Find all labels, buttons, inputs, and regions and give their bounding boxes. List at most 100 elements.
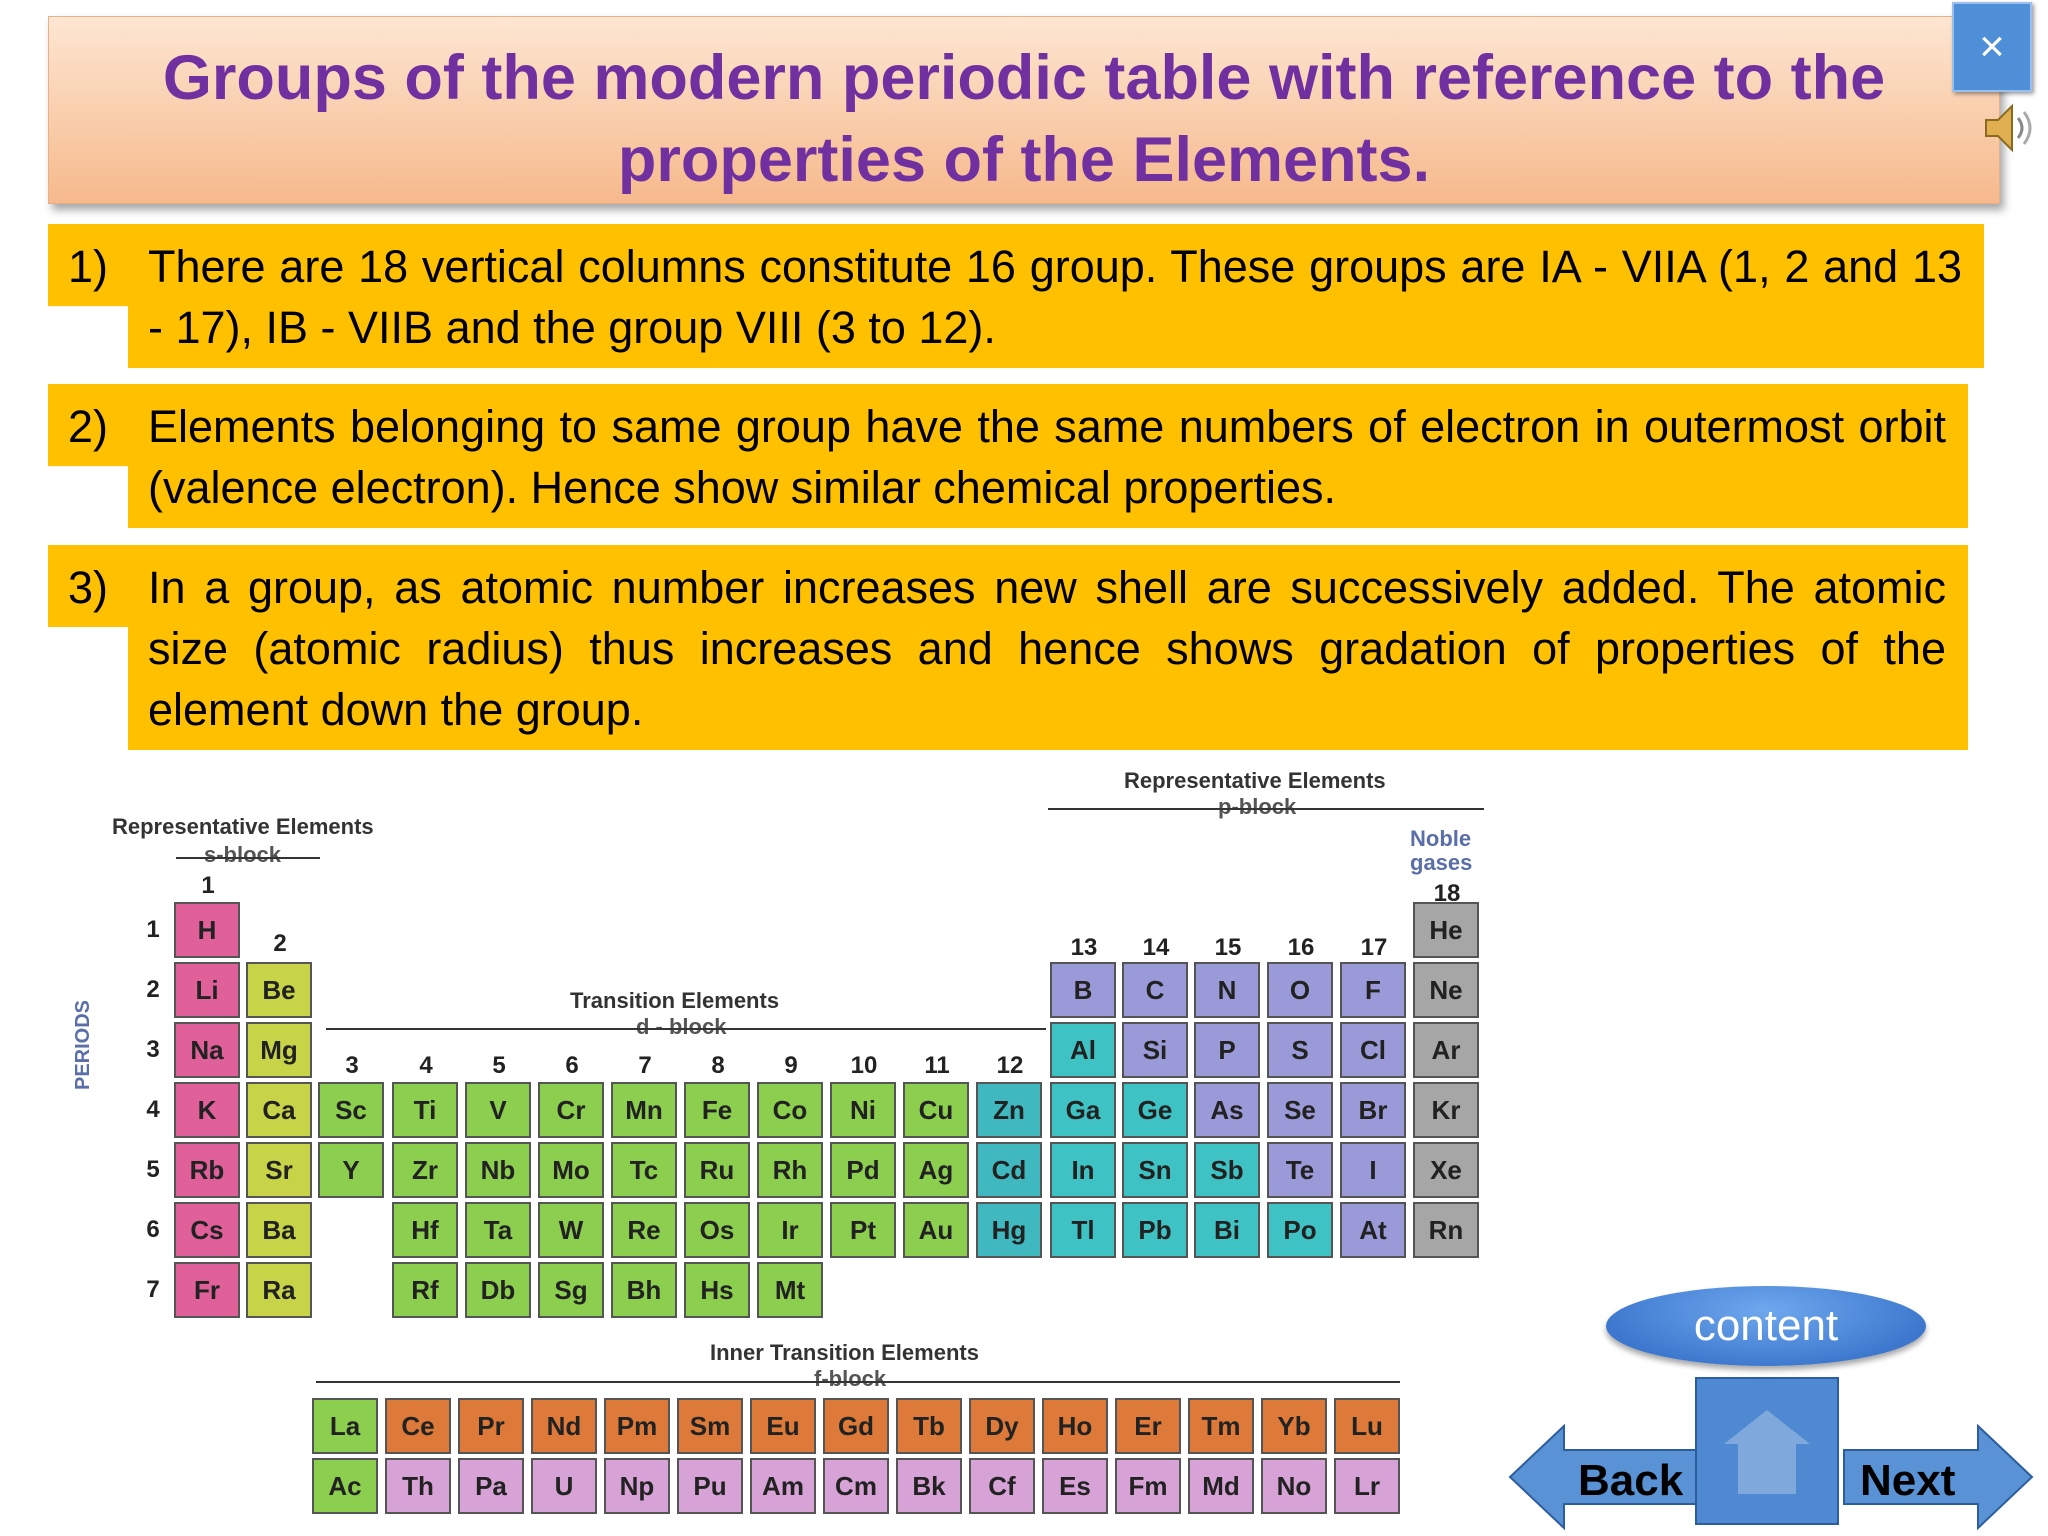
lanthanide-cell: Ce	[385, 1398, 451, 1454]
element-cell: W	[538, 1202, 604, 1258]
label-f-block: f-block	[814, 1366, 887, 1391]
element-cell: Ge	[1122, 1082, 1188, 1138]
point-2-number: 2)	[68, 401, 109, 452]
element-cell: Sb	[1194, 1142, 1260, 1198]
element-cell: Co	[757, 1082, 823, 1138]
element-cell: Fe	[684, 1082, 750, 1138]
element-cell: Bi	[1194, 1202, 1260, 1258]
element-cell: B	[1050, 962, 1116, 1018]
group-number: 18	[1433, 880, 1461, 907]
element-cell: Tc	[611, 1142, 677, 1198]
close-button[interactable]: ×	[1952, 2, 2032, 92]
label-rep-s: Representative Elements	[112, 814, 374, 839]
point-1: 1) There are 18 vertical columns constit…	[48, 224, 1984, 368]
group-number: 2	[273, 930, 287, 957]
period-number: 1	[146, 916, 160, 943]
element-cell: Cu	[903, 1082, 969, 1138]
actinide-cell: Es	[1042, 1458, 1108, 1514]
next-button[interactable]: Next	[1860, 1456, 1956, 1505]
title-banner: Groups of the modern periodic table with…	[48, 16, 2000, 204]
lanthanide-cell: Nd	[531, 1398, 597, 1454]
element-cell: Bh	[611, 1262, 677, 1318]
actinide-cell: Bk	[896, 1458, 962, 1514]
element-cell: Pd	[830, 1142, 896, 1198]
element-cell: Sr	[246, 1142, 312, 1198]
element-cell: Os	[684, 1202, 750, 1258]
element-cell: Ti	[392, 1082, 458, 1138]
lanthanide-cell: Pm	[604, 1398, 670, 1454]
group-number: 14	[1142, 934, 1170, 961]
group-number: 9	[784, 1052, 798, 1079]
actinide-cell: Lr	[1334, 1458, 1400, 1514]
lanthanide-cell: Ho	[1042, 1398, 1108, 1454]
group-number: 15	[1214, 934, 1242, 961]
slide-title: Groups of the modern periodic table with…	[49, 37, 1999, 201]
p-block-arrow	[1048, 808, 1484, 810]
element-cell: Cs	[174, 1202, 240, 1258]
d-block-arrow	[326, 1028, 1046, 1030]
actinide-cell: Pu	[677, 1458, 743, 1514]
point-2: 2) Elements belonging to same group have…	[48, 384, 1968, 528]
element-cell: Ba	[246, 1202, 312, 1258]
period-number: 7	[146, 1276, 160, 1303]
element-cell: Fr	[174, 1262, 240, 1318]
element-cell: Rh	[757, 1142, 823, 1198]
title-line-1: Groups of the modern periodic table with…	[162, 43, 1886, 113]
element-cell: Nb	[465, 1142, 531, 1198]
group-number: 11	[924, 1052, 950, 1079]
element-cell: Te	[1267, 1142, 1333, 1198]
element-cell: Ra	[246, 1262, 312, 1318]
group-number: 13	[1070, 934, 1098, 961]
actinide-cell: Cm	[823, 1458, 889, 1514]
element-cell: Po	[1267, 1202, 1333, 1258]
content-button[interactable]: content	[1606, 1286, 1926, 1366]
element-cell: Ru	[684, 1142, 750, 1198]
speaker-icon[interactable]	[1980, 98, 2040, 158]
next-arrow-icon[interactable]	[1840, 1422, 2040, 1532]
point-3-number: 3)	[68, 562, 109, 613]
element-cell: Si	[1122, 1022, 1188, 1078]
element-cell: I	[1340, 1142, 1406, 1198]
lanthanide-cell: Tb	[896, 1398, 962, 1454]
period-number: 5	[146, 1156, 160, 1183]
label-periods: PERIODS	[72, 999, 94, 1090]
group-number: 3	[345, 1052, 359, 1079]
label-noble-1: Noble	[1410, 826, 1472, 851]
back-button[interactable]: Back	[1578, 1456, 1684, 1505]
element-cell: Sg	[538, 1262, 604, 1318]
actinide-cell: Np	[604, 1458, 670, 1514]
element-cell: At	[1340, 1202, 1406, 1258]
lanthanide-cell: Er	[1115, 1398, 1181, 1454]
element-cell: In	[1050, 1142, 1116, 1198]
label-transition: Transition Elements	[570, 988, 780, 1013]
element-cell: Mn	[611, 1082, 677, 1138]
group-number: 12	[996, 1052, 1024, 1079]
element-cell: Ta	[465, 1202, 531, 1258]
element-cell: Ar	[1413, 1022, 1479, 1078]
element-cell: Rf	[392, 1262, 458, 1318]
lanthanide-cell: Lu	[1334, 1398, 1400, 1454]
element-cell: Pb	[1122, 1202, 1188, 1258]
element-cell: Cd	[976, 1142, 1042, 1198]
period-number: 3	[146, 1036, 160, 1063]
element-cell: Xe	[1413, 1142, 1479, 1198]
period-number: 2	[146, 976, 160, 1003]
group-number: 8	[711, 1052, 725, 1079]
element-cell: Rn	[1413, 1202, 1479, 1258]
element-cell: H	[174, 902, 240, 958]
element-cell: Mg	[246, 1022, 312, 1078]
element-cell: Kr	[1413, 1082, 1479, 1138]
element-cell: Br	[1340, 1082, 1406, 1138]
element-cell: F	[1340, 962, 1406, 1018]
element-cell: He	[1413, 902, 1479, 958]
actinide-cell: Ac	[312, 1458, 378, 1514]
element-cell: Be	[246, 962, 312, 1018]
label-noble-2: gases	[1410, 850, 1473, 875]
element-cell: S	[1267, 1022, 1333, 1078]
element-cell: Sn	[1122, 1142, 1188, 1198]
element-cell: Se	[1267, 1082, 1333, 1138]
lanthanide-cell: Yb	[1261, 1398, 1327, 1454]
period-number: 6	[146, 1216, 160, 1243]
home-icon[interactable]	[1694, 1376, 1840, 1526]
element-cell: C	[1122, 962, 1188, 1018]
